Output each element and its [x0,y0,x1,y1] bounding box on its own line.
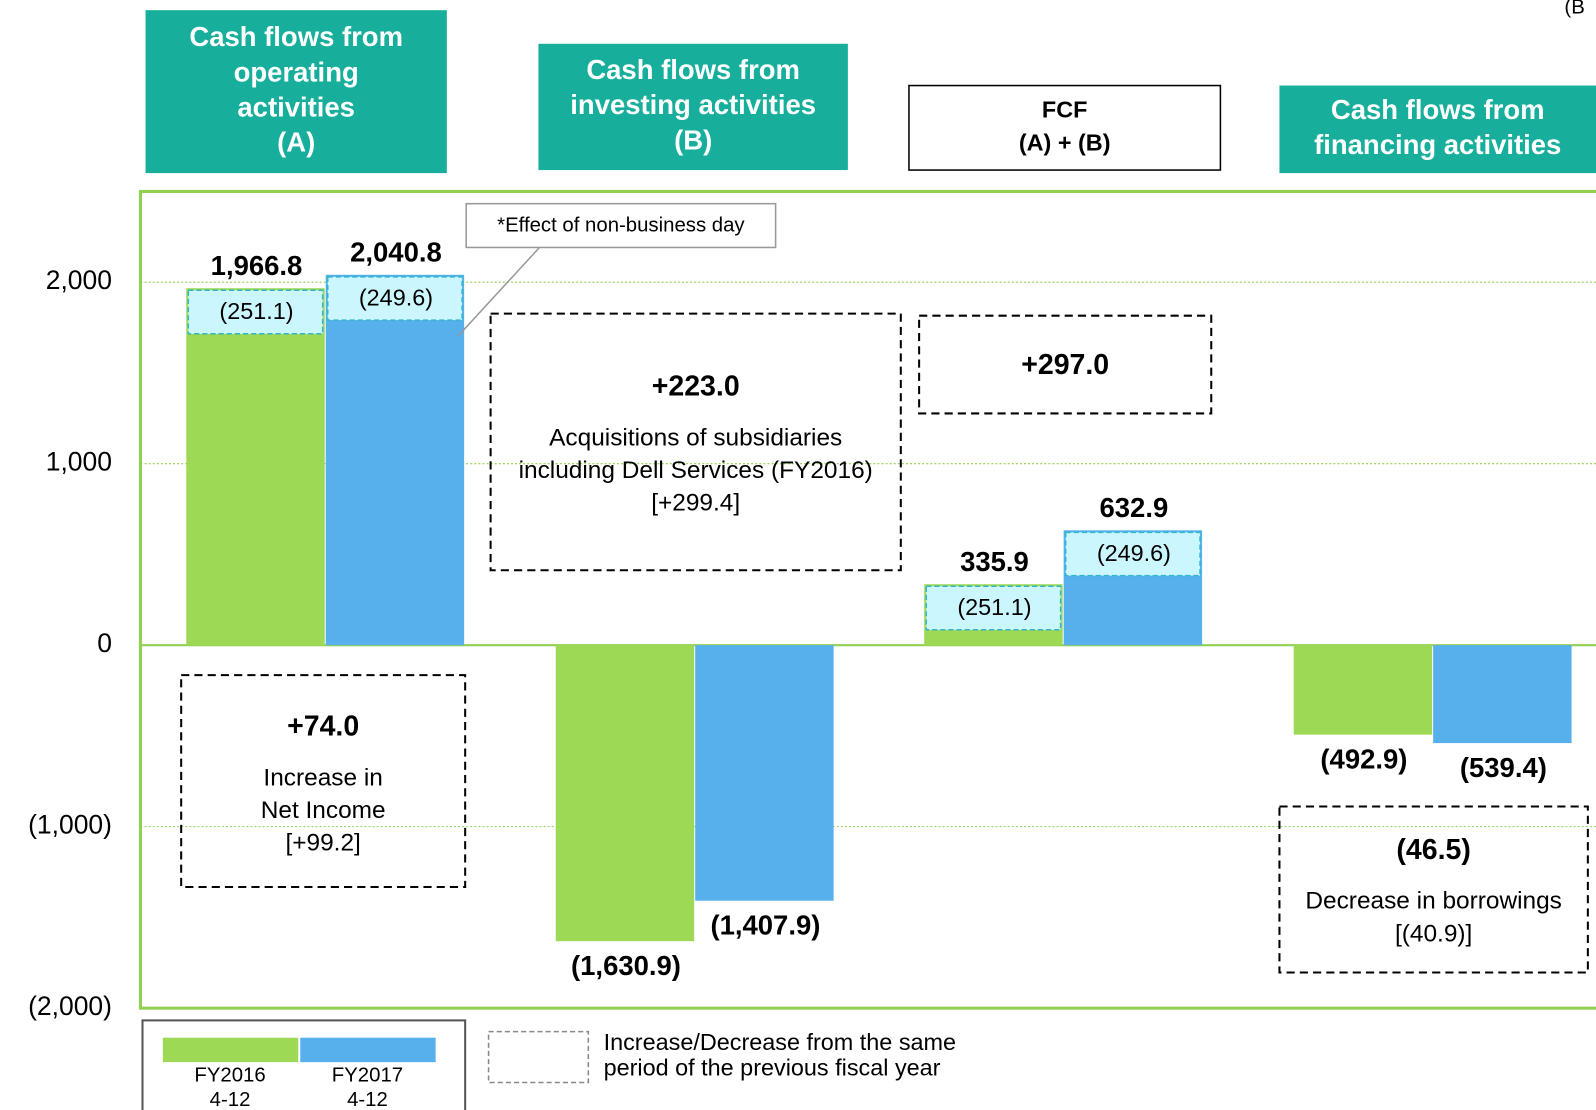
change-box [1278,805,1589,974]
change-value: +74.0 [287,711,359,743]
category-label: Cash flows from [1331,94,1545,125]
category-label: Cash flows from [189,21,403,52]
category-header [145,10,447,174]
category-label: financing activities [1314,129,1561,160]
effect-box [326,276,463,321]
change-value: +297.0 [1021,349,1109,381]
callout-leader [457,246,541,337]
change-box [489,312,902,572]
category-label: investing activities [570,89,816,120]
category-header [538,43,848,171]
change-note: [+99.2] [285,830,360,857]
category-label: (B) [674,124,712,155]
callout-box [465,202,777,249]
effect-label: (251.1) [957,594,1031,620]
legend-swatch [162,1037,299,1063]
category-label: Cash flows from [586,54,800,85]
effect-box [1064,531,1201,577]
category-header [1279,85,1596,174]
value-label: (1,407.9) [710,909,820,940]
legend-label: FY2016 4-12 [194,1064,266,1110]
legend-frame [141,1019,467,1110]
bar [186,288,325,646]
value-label: (492.9) [1320,743,1407,774]
value-label: 335.9 [960,546,1029,577]
legend-dashed-swatch [487,1030,590,1084]
value-label: 632.9 [1100,492,1169,523]
change-note: Net Income [261,797,386,824]
change-note: Decrease in borrowings [1305,888,1562,915]
effect-box [187,289,324,335]
effect-label: (249.6) [1097,540,1171,566]
value-label: (1,630.9) [571,950,681,981]
callout-text: *Effect of non-business day [497,214,745,236]
value-label: (539.4) [1460,752,1547,783]
y-tick-label: (1,000) [28,810,112,840]
bar [325,274,465,646]
legend-swatch [300,1037,436,1063]
change-note: [(40.9)] [1395,920,1472,947]
y-tick-label: 1,000 [46,447,112,477]
legend-note: Increase/Decrease from the same [604,1029,956,1055]
effect-label: (251.1) [219,298,293,324]
legend-item: FY2016 4-12 [194,1064,266,1110]
change-value: +223.0 [652,371,740,403]
category-header [908,84,1222,171]
change-note: [+299.4] [651,490,740,517]
effect-box [925,585,1062,631]
change-value: (46.5) [1396,834,1470,866]
change-note: including Dell Services (FY2016) [519,457,873,484]
change-box [918,314,1213,415]
legend-item: FY2017 4-12 [331,1064,404,1110]
y-tick-label: 2,000 [46,265,112,295]
category-label: (A) + (B) [1019,129,1111,155]
legend-note: period of the previous fiscal year [604,1054,941,1080]
bar [695,645,834,901]
change-note: Increase in [263,764,382,791]
category-label: operating [234,56,359,87]
bar [1433,645,1572,744]
value-label: 2,040.8 [350,237,442,268]
category-label: FCF [1042,97,1087,123]
legend-label: FY2017 4-12 [331,1064,404,1110]
bar [555,645,695,942]
change-box [180,674,467,888]
change-note: Acquisitions of subsidiaries [549,424,842,451]
bar [1293,645,1433,735]
category-label: activities [237,91,355,122]
effect-label: (249.6) [359,285,433,311]
category-label: (A) [277,127,315,158]
value-label: 1,966.8 [211,250,303,281]
y-tick-label: (2,000) [28,991,112,1021]
y-tick-label: 0 [97,628,112,658]
unit-label: (B [1564,0,1584,19]
plot-frame [138,189,1596,1010]
